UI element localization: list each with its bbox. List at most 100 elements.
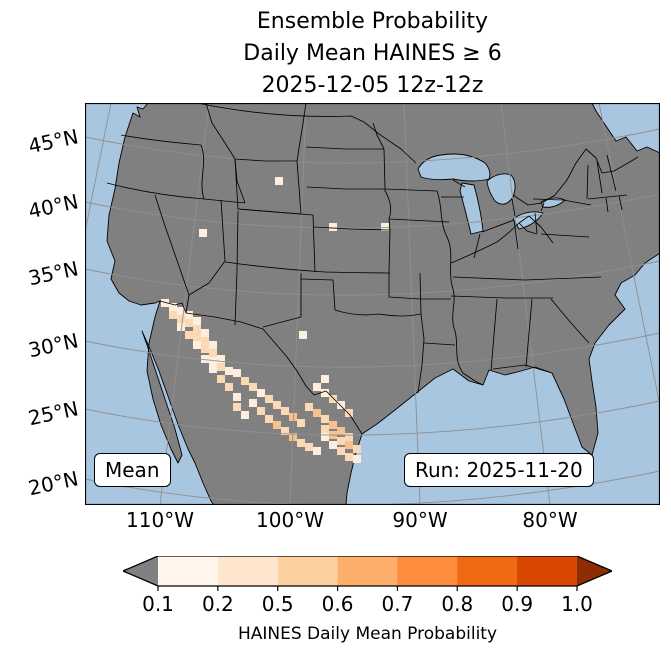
probability-cell <box>299 331 307 339</box>
probability-cell <box>193 325 201 333</box>
probability-cell <box>265 395 273 403</box>
lake-superior <box>417 153 491 182</box>
lon-label: 80°W <box>522 508 578 532</box>
probability-cell <box>185 331 193 339</box>
pacific-ocean <box>85 103 215 505</box>
probability-cell <box>241 411 249 419</box>
probability-cell <box>337 447 345 455</box>
mean-label: Mean <box>105 458 160 482</box>
run-annotation-box: Run: 2025-11-20 <box>404 453 594 487</box>
probability-cell <box>313 447 321 455</box>
probability-cell <box>177 323 185 331</box>
probability-cell <box>201 355 209 363</box>
lon-label: 90°W <box>392 508 448 532</box>
probability-cell <box>345 441 353 449</box>
run-label: Run: 2025-11-20 <box>415 458 583 482</box>
probability-cell <box>177 315 185 323</box>
probability-cell <box>313 383 321 391</box>
colorbar-segment <box>337 556 398 586</box>
probability-cell <box>275 177 283 185</box>
colorbar-segment <box>577 556 612 586</box>
colorbar-segment <box>217 556 279 586</box>
probability-cell <box>169 303 177 311</box>
probability-patches <box>161 177 389 463</box>
colorbar-segment <box>457 556 518 586</box>
border-mexico <box>159 300 363 435</box>
probability-cell <box>217 363 225 371</box>
probability-cell <box>305 403 313 411</box>
probability-cell <box>337 437 345 445</box>
probability-cell <box>185 311 193 319</box>
probability-cell <box>321 425 329 433</box>
probability-cell <box>209 365 217 373</box>
probability-cell <box>305 443 313 451</box>
colorbar <box>123 556 612 591</box>
state-borders <box>106 103 639 435</box>
mean-annotation-box: Mean <box>94 453 171 487</box>
probability-cell <box>201 337 209 345</box>
colorbar-tick-label: 0.6 <box>321 592 354 616</box>
colorbar-segment <box>397 556 458 586</box>
border-canada-west <box>196 103 417 164</box>
probability-cell <box>329 421 337 429</box>
lat-label: 40°N <box>26 189 81 224</box>
probability-cell <box>233 369 241 377</box>
probability-cell <box>281 427 289 435</box>
probability-cell <box>289 413 297 421</box>
probability-cell <box>321 433 329 441</box>
probability-cell <box>249 399 257 407</box>
probability-cell <box>177 307 185 315</box>
probability-cell <box>345 433 353 441</box>
probability-cell <box>161 299 169 307</box>
probability-cell <box>257 407 265 415</box>
lat-label: 45°N <box>26 124 81 159</box>
probability-cell <box>225 367 233 375</box>
colorbar-caption: HAINES Daily Mean Probability <box>237 624 498 644</box>
title-line-2: Daily Mean HAINES ≥ 6 <box>243 41 502 66</box>
colorbar-tick-label: 0.9 <box>501 592 534 616</box>
probability-cell <box>199 229 207 237</box>
border-canada-east <box>512 148 639 206</box>
map-axes <box>85 103 660 505</box>
title-line-1: Ensemble Probability <box>256 9 489 34</box>
probability-cell <box>241 377 249 385</box>
probability-cell <box>273 401 281 409</box>
colorbar-tick-label: 0.7 <box>381 592 414 616</box>
colorbar-segment <box>158 556 219 586</box>
probability-cell <box>297 419 305 427</box>
figure-title: Ensemble Probability Daily Mean HAINES ≥… <box>85 6 660 102</box>
probability-cell <box>201 329 209 337</box>
probability-cell <box>201 345 209 353</box>
colorbar-tick-label: 1.0 <box>561 592 593 616</box>
colorbar-tick-label: 0.5 <box>261 592 294 616</box>
probability-cell <box>233 393 241 401</box>
colorbar-segment <box>123 556 158 586</box>
axes-frame <box>85 103 660 505</box>
probability-cell <box>273 421 281 429</box>
probability-cell <box>233 403 241 411</box>
probability-cell <box>193 333 201 341</box>
lat-label: 35°N <box>26 256 81 291</box>
title-line-3: 2025-12-05 12z-12z <box>261 73 484 98</box>
probability-cell <box>217 355 225 363</box>
lon-label: 100°W <box>256 508 324 532</box>
probability-cell <box>297 439 305 447</box>
conus-map <box>85 103 660 505</box>
probability-cell <box>345 453 353 461</box>
probability-cell <box>217 375 225 383</box>
probability-cell <box>329 223 337 231</box>
probability-cell <box>353 445 361 453</box>
lake-michigan <box>459 182 484 235</box>
probability-cell <box>353 455 361 463</box>
probability-cell <box>329 441 337 449</box>
probability-cell <box>209 341 217 349</box>
ocean-layer <box>85 103 660 505</box>
lat-label: 30°N <box>26 328 81 363</box>
probability-cell <box>329 395 337 403</box>
colorbar-segment <box>517 556 578 586</box>
lat-label: 20°N <box>26 466 81 501</box>
probability-cell <box>337 427 345 435</box>
probability-cell <box>169 311 177 319</box>
atlantic-gulf <box>345 252 660 505</box>
